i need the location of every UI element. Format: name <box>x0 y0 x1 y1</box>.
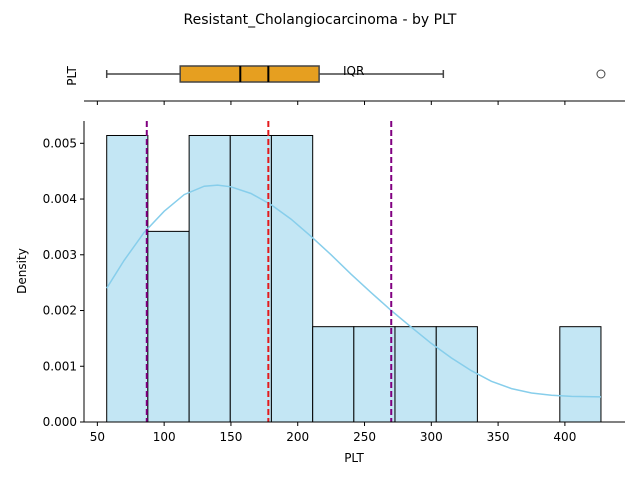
y-tick-label: 0.000 <box>43 415 77 429</box>
chart-title: Resistant_Cholangiocarcinoma - by PLT <box>184 12 457 28</box>
x-tick-label: 150 <box>219 430 242 444</box>
kde-line <box>106 184 602 398</box>
y-axis-label: Density <box>15 248 29 294</box>
histogram-bar <box>312 326 355 423</box>
x-tick-label: 400 <box>553 430 576 444</box>
y-tick-label: 0.003 <box>43 248 77 262</box>
reference-lines <box>145 121 393 422</box>
histogram-panel: 50 100 150 200 250 300 350 400 0.0000.0010.0020… <box>15 121 625 465</box>
y-tick-label: 0.004 <box>43 192 77 206</box>
x-tick-label: 350 <box>487 430 510 444</box>
y-tick-label: 0.001 <box>43 359 77 373</box>
x-tick-label: 200 <box>286 430 309 444</box>
histogram-bar <box>147 230 190 423</box>
box-marks <box>105 65 606 83</box>
iqr-annotation: IQR <box>343 64 364 78</box>
histogram-bar <box>188 134 231 423</box>
histogram-bar <box>229 134 272 423</box>
box-x-ticks <box>96 101 566 105</box>
x-tick-label: 100 <box>153 430 176 444</box>
iqr-box <box>179 65 320 83</box>
y-ticks: 0.000 0.001 0.002 0.003 0.004 0.005 <box>43 136 84 429</box>
x-axis-label: PLT <box>344 451 364 465</box>
x-tick-label: 300 <box>420 430 443 444</box>
outlier-point <box>596 69 606 79</box>
histogram-bar <box>353 326 396 423</box>
box-y-axis-label: PLT <box>65 66 79 86</box>
histogram-bar <box>559 326 602 423</box>
y-tick-label: 0.002 <box>43 304 77 318</box>
histogram-bars <box>106 134 602 423</box>
histogram-bar <box>270 134 314 423</box>
histogram-bar <box>394 326 437 423</box>
box-plot-panel: PLT IQR <box>65 64 625 105</box>
x-tick-label: 50 <box>90 430 105 444</box>
histogram-bar <box>435 326 478 423</box>
x-tick-label: 250 <box>353 430 376 444</box>
x-ticks: 50 100 150 200 250 300 350 400 <box>90 422 576 444</box>
y-tick-label: 0.005 <box>43 136 77 150</box>
